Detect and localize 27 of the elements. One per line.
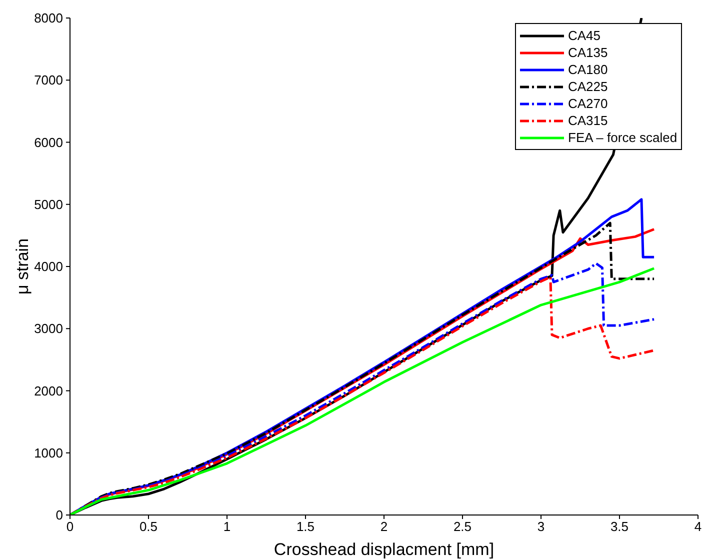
x-tick-label: 0.5 <box>139 519 158 534</box>
x-tick-label: 1 <box>223 519 231 534</box>
y-tick-label: 0 <box>56 508 63 523</box>
y-tick-label: 6000 <box>34 134 63 150</box>
legend-label: CA315 <box>568 113 608 128</box>
y-tick-label: 8000 <box>34 10 63 26</box>
legend-label: CA180 <box>568 62 608 77</box>
x-tick-label: 2.5 <box>453 519 472 534</box>
legend-label: CA270 <box>568 96 608 111</box>
y-tick-label: 5000 <box>34 196 63 212</box>
y-tick-label: 1000 <box>34 445 63 460</box>
y-tick-label: 2000 <box>34 383 63 398</box>
y-tick-label: 4000 <box>34 259 63 274</box>
y-tick-label: 7000 <box>34 72 63 88</box>
legend-label: CA45 <box>568 28 601 43</box>
x-tick-label: 4 <box>694 519 702 534</box>
legend-label: CA135 <box>568 45 608 60</box>
legend-label: CA225 <box>568 79 608 94</box>
x-tick-label: 3.5 <box>610 519 629 534</box>
x-tick-label: 2 <box>380 519 388 534</box>
x-axis-title: Crosshead displacment [mm] <box>274 540 494 559</box>
y-tick-label: 3000 <box>34 321 63 336</box>
x-tick-label: 0 <box>66 519 74 534</box>
y-axis-title: μ strain <box>13 238 32 295</box>
x-tick-label: 1.5 <box>296 519 315 534</box>
legend-label: FEA – force scaled <box>568 130 678 145</box>
x-tick-label: 3 <box>537 519 545 534</box>
